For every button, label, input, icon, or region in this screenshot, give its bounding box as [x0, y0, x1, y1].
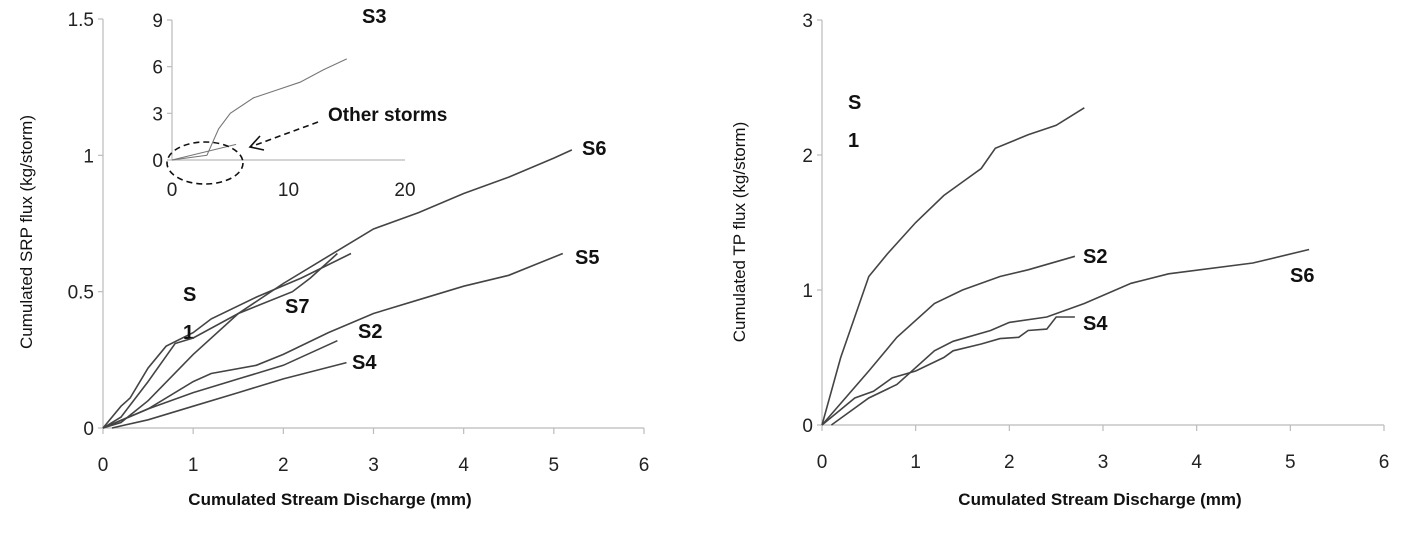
tp-series-label-s2: S2 — [1083, 246, 1107, 268]
inset-y-tick-label: 9 — [152, 11, 163, 32]
inset-series-label-s3: S3 — [362, 6, 386, 28]
tp-series-s1 — [821, 107, 1085, 426]
srp-series-s7 — [102, 252, 338, 429]
tp-x-tick-label: 1 — [910, 452, 921, 473]
tp-x-tick-label: 4 — [1191, 452, 1202, 473]
left-x-axis-title: Cumulated Stream Discharge (mm) — [188, 490, 471, 509]
srp-series-s4 — [111, 361, 347, 429]
inset-series-s3 — [171, 58, 348, 161]
srp-series-s2 — [102, 339, 338, 429]
tp-x-tick-label: 5 — [1285, 452, 1296, 473]
tp-series-s2 — [821, 255, 1076, 426]
srp-series-label-s7: S7 — [285, 296, 309, 318]
inset-series-other-storms — [171, 143, 237, 161]
right-x-axis-title: Cumulated Stream Discharge (mm) — [958, 490, 1241, 509]
inset-x-tick-label: 10 — [278, 180, 299, 201]
tp-series-label-s1: S — [848, 92, 861, 114]
tp-series-s4 — [821, 316, 1075, 426]
srp-x-tick-label: 1 — [188, 455, 199, 476]
tp-series-s6 — [830, 248, 1310, 426]
srp-x-tick-label: 5 — [549, 455, 560, 476]
srp-series-label-s1: 1 — [183, 322, 194, 344]
srp-x-tick-label: 2 — [278, 455, 289, 476]
srp-series-label-s1: S — [183, 284, 196, 306]
annotation-arrow — [249, 121, 319, 148]
annotation-arrowhead — [248, 135, 265, 151]
inset-y-tick-label: 6 — [152, 58, 163, 79]
tp-x-tick-label: 2 — [1004, 452, 1015, 473]
srp-series-label-s5: S5 — [575, 247, 599, 269]
inset-y-tick-label: 3 — [152, 104, 163, 125]
tp-series-label-s1: 1 — [848, 130, 859, 152]
srp-x-tick-label: 4 — [458, 455, 469, 476]
srp-series-label-s6: S6 — [582, 138, 606, 160]
srp-series-s1 — [102, 252, 352, 429]
srp-chart: 0 1 2 3 4 5 6 0 0.5 1 1.5 S 1 S7 S6 S5 S2 S4 — [68, 10, 650, 476]
srp-series-s5 — [102, 252, 564, 429]
srp-series-s6 — [102, 149, 573, 429]
tp-y-tick-label: 0 — [802, 416, 813, 437]
inset-x-tick-label: 0 — [167, 180, 178, 201]
srp-x-tick-label: 0 — [98, 455, 109, 476]
srp-y-tick-label: 0 — [83, 419, 94, 440]
srp-y-tick-label: 1.5 — [68, 10, 94, 31]
left-y-axis-title: Cumulated SRP flux (kg/storm) — [17, 115, 36, 349]
tp-y-tick-label: 1 — [802, 281, 813, 302]
tp-x-tick-label: 0 — [817, 452, 828, 473]
inset-y-tick-label: 0 — [152, 151, 163, 172]
inset-x-tick-label: 20 — [394, 180, 415, 201]
srp-y-tick-label: 0.5 — [68, 283, 94, 304]
inset-axis-lines — [171, 20, 405, 161]
srp-inset-chart: 0 10 20 0 3 6 9 S3 — [152, 6, 415, 201]
other-storms-ellipse — [166, 141, 244, 185]
tp-y-tick-label: 3 — [802, 11, 813, 32]
tp-x-tick-label: 3 — [1098, 452, 1109, 473]
tp-chart: 0 1 2 3 4 5 6 0 1 2 3 S 1 S2 S6 S4 — [802, 11, 1389, 473]
srp-y-tick-label: 1 — [83, 146, 94, 167]
tp-series-label-s4: S4 — [1083, 313, 1108, 335]
srp-x-tick-label: 3 — [368, 455, 379, 476]
srp-series-label-s2: S2 — [358, 321, 382, 343]
inset-annotation-other-storms: Other storms — [328, 105, 447, 126]
srp-x-tick-label: 6 — [639, 455, 650, 476]
right-y-axis-title: Cumulated TP flux (kg/storm) — [730, 122, 749, 342]
tp-y-tick-label: 2 — [802, 146, 813, 167]
tp-axis-lines — [821, 20, 1384, 426]
tp-x-tick-label: 6 — [1379, 452, 1390, 473]
tp-series-label-s6: S6 — [1290, 265, 1314, 287]
srp-series-label-s4: S4 — [352, 352, 377, 374]
